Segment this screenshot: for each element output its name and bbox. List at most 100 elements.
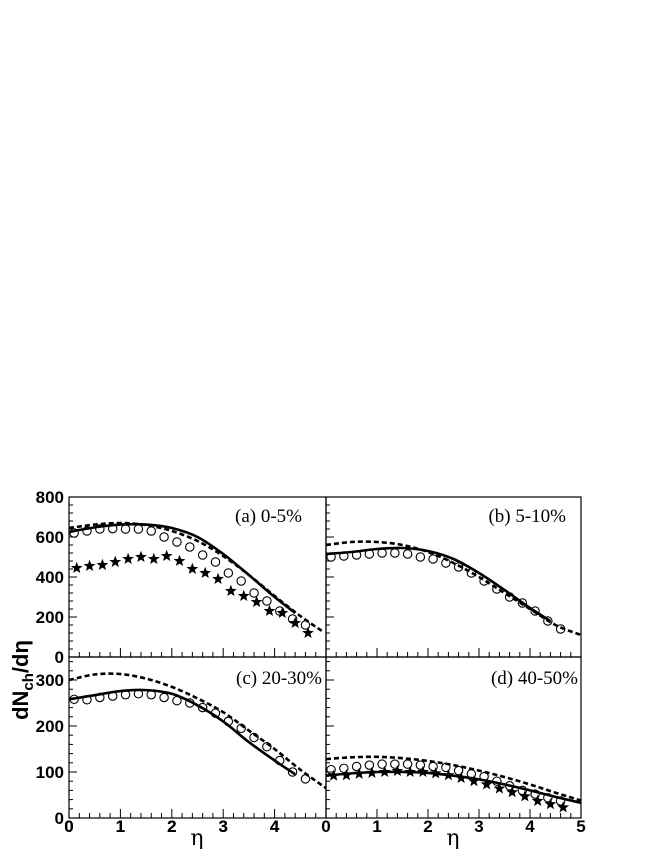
panel-d-star-point [455,771,468,783]
panel-a-star-point [225,584,237,597]
panel-c-label: (c) 20-30% [236,668,322,689]
panel-a-star-point [250,595,263,608]
panel-d-circle-point [466,769,477,779]
panel-a-circle-point [95,524,105,534]
panel-b-dashed-line [326,540,581,637]
panel-d-frame [325,656,582,819]
panel-b-circle-point [492,584,502,594]
panel-c-circle-point [185,698,195,708]
panel-a-star-point [135,550,147,563]
panel-c-circle-point [300,774,311,784]
panel-b-circle-point [364,549,375,559]
panel-d-star-point [506,786,519,798]
panel-a-star-point [289,616,302,629]
panel-a-circle-point [120,524,131,534]
panel-a-star-point [276,606,289,619]
panel-c-circle-point [159,692,169,703]
panel-d-star-point [531,794,544,806]
panel-a-circle-point [223,568,234,578]
panel-b-circle-point [479,576,489,586]
panel-a-star-point [160,549,173,562]
panel-d-star-point [417,765,429,778]
panel-c-x-tick-label: 3 [218,817,227,836]
panel-a-circle-point [159,532,169,542]
panel-b-circle-point [453,562,464,572]
panel-d-x-tick-label: 4 [525,817,535,836]
panel-d-dashed-line [326,755,581,802]
panel-d-star-point [480,778,493,790]
panel-a-label: (a) 0-5% [235,506,302,527]
panel-c-x-tick-label: 4 [270,817,280,836]
panel-c-x-tick-label: 1 [116,817,125,836]
panel-d-x-tick-label: 5 [576,817,585,836]
panel-b-circle-point [441,558,451,568]
panel-d-circle-point [492,776,502,786]
panel-c-circle-point [262,741,272,752]
panel-c-circle-point [223,716,234,727]
panel-d-star-point [429,767,442,779]
panel-a-circle-point [262,596,272,606]
panel-d-star-point [442,769,455,781]
panel-c-circle-point [274,755,285,766]
panel-a-circle-point [197,550,208,560]
panel-a-x-tick-label: 4 [270,817,280,836]
panel-a-circle-point [107,523,118,534]
panel-d-x-tick-label: 2 [423,817,432,836]
x-axis-title-right: η [446,826,459,849]
panel-d-x-tick-label: 0 [321,817,330,836]
panel-a-circle-point [249,588,259,598]
panel-b-circle-point [390,548,400,558]
panel-a-star-point [199,566,212,579]
panel-c-circle-point [107,691,118,701]
panel-c-circle-point [197,702,208,713]
panel-a-x-tick-label: 1 [116,817,125,836]
panel-d-label: (d) 40-50% [491,668,578,689]
panel-d-circle-point [530,789,540,799]
panel-b-label: (b) 5-10% [488,506,566,527]
panel-d-star-point [557,801,570,813]
panel-d-circle-point [441,762,451,773]
panel-d-circle-point [390,759,400,769]
panel-b-circle-point [351,550,362,560]
panel-c-circle-point [69,694,79,705]
panel-a-y-tick-label: 600 [36,528,64,547]
panel-d-star-point [519,790,531,802]
panel-d-circle-point [453,765,464,776]
panel-a-plot-area [69,521,325,639]
panel-c-circle-point [95,692,105,703]
panel-d-star-point [544,798,557,810]
panel-d-star-point [391,764,404,777]
panel-d-star-point [327,769,340,781]
panel-c-circle-point [236,723,246,734]
panel-c-circle-point [249,732,259,743]
panel-b-circle-point [377,548,387,558]
panel-a-circle-point [300,620,311,630]
panel-d-circle-point [555,796,566,806]
panel-a-star-point [83,559,96,572]
panel-a-solid-line [69,522,296,615]
panel-c-circle-point [287,767,298,777]
panel-a-y-tick-label: 800 [36,488,64,507]
y-axis-title: dNch/dη [8,640,37,720]
panel-a-circle-point [82,526,92,536]
panel-d-x-tick-label: 1 [372,817,381,836]
panel-a-x-tick-label: 2 [167,817,176,836]
panel-a-star-point [237,589,250,602]
panel-b-circle-point [428,554,438,564]
panel-a-star-point [173,554,186,567]
panel-a-circle-point [236,576,246,586]
panel-b-circle-point [543,616,553,626]
panel-a-star-point [147,552,160,565]
panel-b-circle-point [402,549,413,559]
panel-b-circle-point [339,551,349,561]
panel-a-star-point [122,552,135,565]
panel-b-circle-point [530,606,540,616]
panel-c-x-tick-label: 0 [64,817,73,836]
panel-a-circle-point [133,524,144,534]
panel-d-circle-point [377,759,387,769]
panel-a-dashed-line [69,521,325,634]
panel-a-y-tick-label: 400 [36,568,64,587]
labels-layer: 0 1 2 3 4 0 200 400 600 800 (a) 0-5% (b) 5-10% 0 1 2 3 4… [36,488,586,836]
panel-c-dashed-line [69,672,326,790]
